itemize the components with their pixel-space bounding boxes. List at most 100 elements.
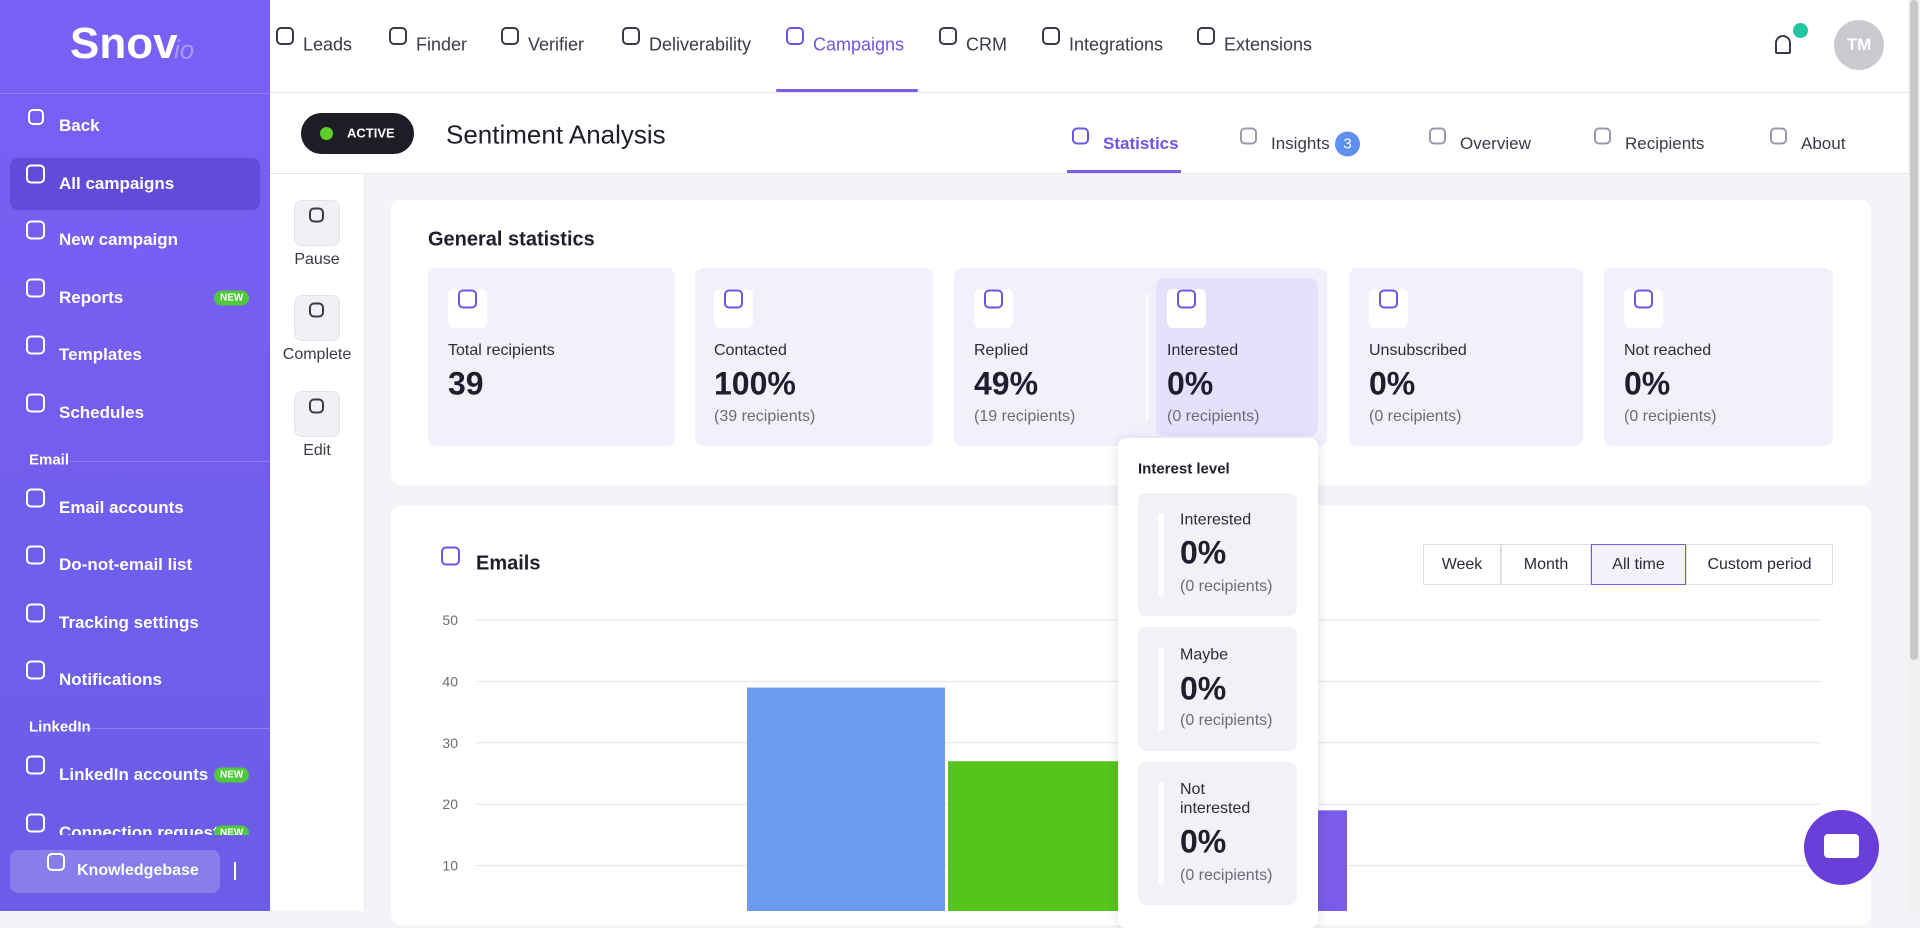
stat-value: 0%: [1167, 365, 1214, 402]
badge: NEW: [214, 290, 250, 306]
bell-dot: [1793, 23, 1808, 38]
section-title: Email: [29, 451, 70, 469]
nav-item[interactable]: Integrations: [1069, 34, 1164, 55]
popover-title: Interest level: [1138, 460, 1230, 478]
y-tick-label: 50: [442, 612, 458, 628]
icon: [458, 289, 477, 309]
tab[interactable]: Overview: [1460, 134, 1531, 153]
tab[interactable]: Recipients: [1625, 134, 1705, 153]
back[interactable]: Back: [59, 116, 100, 135]
stat-sub: (39 recipients): [714, 408, 816, 425]
sidebar-item[interactable]: Tracking settings: [59, 613, 199, 632]
icon: [1634, 289, 1653, 309]
stat-icon-box: [974, 289, 1013, 328]
level-label: Interested: [1180, 511, 1252, 529]
avatar[interactable]: TM: [1834, 20, 1884, 70]
kb-bg: [0, 835, 270, 911]
action-label[interactable]: Edit: [303, 442, 331, 459]
sidebar-item[interactable]: All campaigns: [59, 174, 175, 193]
action-label[interactable]: Pause: [294, 251, 340, 268]
icon: [1042, 27, 1060, 45]
icon: [501, 27, 519, 45]
icon: [26, 813, 45, 833]
icon: [26, 755, 45, 775]
bell[interactable]: [1775, 35, 1791, 54]
sidebar-item[interactable]: Reports: [59, 288, 124, 307]
sidebar: [0, 0, 270, 911]
icon: [309, 302, 324, 318]
icon: [47, 853, 65, 871]
level-card: [1138, 493, 1297, 616]
badge: NEW: [214, 767, 250, 783]
chat-icon: [1824, 834, 1859, 858]
logo: Snov: [70, 19, 178, 68]
stat-label: Contacted: [714, 342, 787, 359]
stat-divider: [1146, 294, 1148, 421]
icon: [724, 289, 743, 309]
stat-sub: (0 recipients): [1369, 408, 1462, 425]
nav-item[interactable]: Finder: [416, 34, 468, 55]
stat-icon-box: [448, 289, 487, 328]
sidebar-item[interactable]: LinkedIn accounts: [59, 765, 209, 784]
tab[interactable]: About: [1801, 134, 1846, 153]
level-strip: [1158, 513, 1164, 596]
action-label[interactable]: Complete: [282, 346, 352, 363]
level-strip: [1158, 647, 1164, 731]
icon: [26, 335, 45, 355]
stat-sub: (0 recipients): [1167, 408, 1260, 425]
icon: [26, 278, 45, 298]
kb-button[interactable]: [10, 850, 220, 893]
sidebar-item[interactable]: New campaign: [59, 230, 179, 249]
kb-label[interactable]: Knowledgebase: [77, 862, 199, 879]
action-button[interactable]: [294, 200, 340, 246]
period-button[interactable]: Custom period: [1686, 544, 1833, 585]
sidebar-item[interactable]: Templates: [59, 345, 142, 364]
sidebar-item[interactable]: Notifications: [59, 670, 162, 689]
stat-label: Replied: [974, 342, 1029, 359]
period-button[interactable]: Month: [1501, 544, 1591, 585]
status-pill: [301, 113, 414, 154]
nav-item[interactable]: Campaigns: [813, 34, 905, 55]
nav-item[interactable]: Deliverability: [649, 34, 752, 55]
sidebar-item[interactable]: Do-not-email list: [59, 555, 193, 574]
scroll-thumb: [1910, 0, 1918, 660]
tab-badge: 3: [1335, 131, 1360, 157]
icon: [1072, 127, 1089, 145]
logo-suffix: io: [174, 34, 195, 65]
level-label: Not interested: [1180, 781, 1251, 817]
icon: [1197, 27, 1215, 45]
nav-item[interactable]: Verifier: [528, 34, 585, 55]
icon: [389, 27, 407, 45]
status-dot: [320, 127, 333, 140]
tab[interactable]: Statistics: [1103, 134, 1179, 153]
period-button[interactable]: All time: [1591, 544, 1686, 585]
sidebar-item[interactable]: Email accounts: [59, 498, 184, 517]
section-title: LinkedIn: [29, 718, 91, 736]
icon: [1429, 127, 1446, 145]
nav-item[interactable]: Extensions: [1224, 34, 1313, 55]
icon: [1770, 127, 1787, 145]
icon: [1379, 289, 1398, 309]
icon: [26, 164, 45, 184]
stat-icon-box: [1624, 289, 1663, 328]
level-sub: (0 recipients): [1180, 712, 1273, 729]
nav-item[interactable]: CRM: [966, 34, 1007, 55]
stat-label: Interested: [1167, 342, 1239, 359]
nav-item[interactable]: Leads: [303, 34, 353, 55]
sidebar-item[interactable]: Schedules: [59, 403, 145, 422]
period-button[interactable]: Week: [1423, 544, 1501, 585]
icon: [26, 393, 45, 413]
level-value: 0%: [1180, 823, 1227, 860]
stat-sub: (19 recipients): [974, 408, 1076, 425]
collapse[interactable]: [234, 862, 252, 880]
tab[interactable]: Insights: [1271, 134, 1330, 153]
icon: [309, 398, 324, 414]
section-line: [70, 461, 270, 462]
level-value: 0%: [1180, 670, 1227, 707]
active-bg: [10, 158, 260, 210]
icon: [441, 546, 460, 566]
emails-title: Emails: [476, 552, 541, 575]
icon: [1594, 127, 1611, 145]
